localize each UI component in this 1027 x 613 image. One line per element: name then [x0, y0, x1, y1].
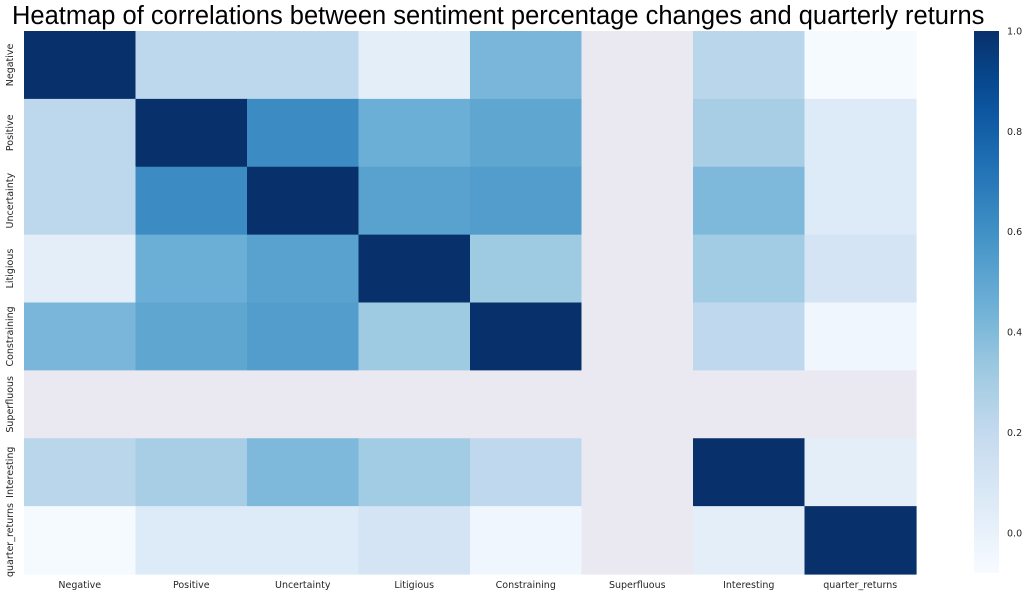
heatmap-cells [24, 31, 917, 575]
y-tick-label: Superfluous [5, 376, 16, 433]
heatmap-cell [581, 98, 694, 168]
heatmap-cell [693, 166, 806, 236]
colorbar-tick-label: 0.4 [1007, 328, 1022, 339]
heatmap-cell [135, 506, 248, 575]
heatmap-cell [470, 506, 583, 575]
heatmap-cell [581, 438, 694, 507]
heatmap-cell [247, 31, 360, 100]
y-tick-label: Uncertainty [5, 173, 16, 229]
heatmap-cell [247, 234, 360, 304]
heatmap-cell [693, 234, 806, 304]
heatmap-cell [247, 506, 360, 575]
heatmap-cell [247, 370, 360, 439]
heatmap-cell [470, 31, 583, 100]
heatmap-cell [358, 506, 471, 575]
y-tick-label: Negative [5, 43, 16, 86]
heatmap-cell [358, 166, 471, 236]
heatmap-cell [247, 438, 360, 507]
heatmap-cell [247, 166, 360, 236]
heatmap-cell [581, 234, 694, 304]
y-tick-label: Constraining [5, 306, 16, 366]
colorbar-tick-label: 0.0 [1007, 528, 1022, 539]
x-tick-label: Constraining [496, 580, 556, 591]
heatmap-cell [581, 302, 694, 371]
heatmap-cell [693, 438, 806, 507]
x-tick-label: quarter_returns [823, 580, 897, 591]
heatmap-cell [247, 302, 360, 371]
heatmap-cell [470, 438, 583, 507]
heatmap-cell [470, 166, 583, 236]
heatmap-cell [24, 506, 137, 575]
heatmap-cell [24, 438, 137, 507]
heatmap-cell [24, 302, 137, 371]
heatmap-cell [135, 98, 248, 168]
x-tick-label: Superfluous [609, 580, 666, 591]
heatmap-cell [693, 98, 806, 168]
heatmap-cell [24, 31, 137, 100]
heatmap-cell [804, 370, 917, 439]
heatmap-cell [24, 234, 137, 304]
heatmap-cell [470, 234, 583, 304]
heatmap-cell [804, 166, 917, 236]
heatmap-cell [804, 31, 917, 100]
y-tick-label: Interesting [5, 447, 16, 498]
heatmap-cell [247, 98, 360, 168]
heatmap-cell [804, 438, 917, 507]
heatmap-cell [135, 31, 248, 100]
colorbar-tick-label: 1.0 [1007, 27, 1022, 38]
x-tick-label: Uncertainty [275, 580, 331, 591]
heatmap-cell [358, 31, 471, 100]
heatmap-cell [24, 166, 137, 236]
heatmap-cell [804, 302, 917, 371]
heatmap-cell [581, 506, 694, 575]
heatmap-cell [693, 370, 806, 439]
heatmap-cell [135, 234, 248, 304]
heatmap-cell [470, 302, 583, 371]
heatmap-cell [804, 98, 917, 168]
heatmap-cell [24, 98, 137, 168]
heatmap-cell [135, 166, 248, 236]
colorbar-tick-label: 0.2 [1007, 428, 1022, 439]
y-tick-label: Positive [5, 114, 16, 151]
heatmap-cell [693, 31, 806, 100]
x-tick-label: Litigious [394, 580, 434, 591]
heatmap-cell [804, 506, 917, 575]
chart-title: Heatmap of correlations between sentimen… [12, 2, 985, 30]
heatmap-cell [693, 506, 806, 575]
heatmap-cell [470, 98, 583, 168]
heatmap-cell [581, 166, 694, 236]
y-tick-label: quarter_returns [5, 503, 16, 577]
heatmap-cell [581, 31, 694, 100]
y-tick-label: Litigious [5, 249, 16, 289]
heatmap-cell [135, 438, 248, 507]
heatmap-cell [693, 302, 806, 371]
heatmap-cell [358, 370, 471, 439]
colorbar [974, 31, 999, 573]
x-tick-label: Positive [173, 580, 210, 591]
heatmap-cell [24, 370, 137, 439]
heatmap-cell [804, 234, 917, 304]
heatmap-cell [470, 370, 583, 439]
heatmap-cell [135, 302, 248, 371]
colorbar-tick-label: 0.6 [1007, 227, 1022, 238]
heatmap-cell [135, 370, 248, 439]
colorbar-tick-label: 0.8 [1007, 127, 1022, 138]
heatmap-cell [358, 234, 471, 304]
heatmap-cell [581, 370, 694, 439]
x-tick-label: Negative [58, 580, 101, 591]
heatmap-cell [358, 98, 471, 168]
heatmap-cell [358, 302, 471, 371]
x-tick-label: Interesting [723, 580, 774, 591]
heatmap-cell [358, 438, 471, 507]
